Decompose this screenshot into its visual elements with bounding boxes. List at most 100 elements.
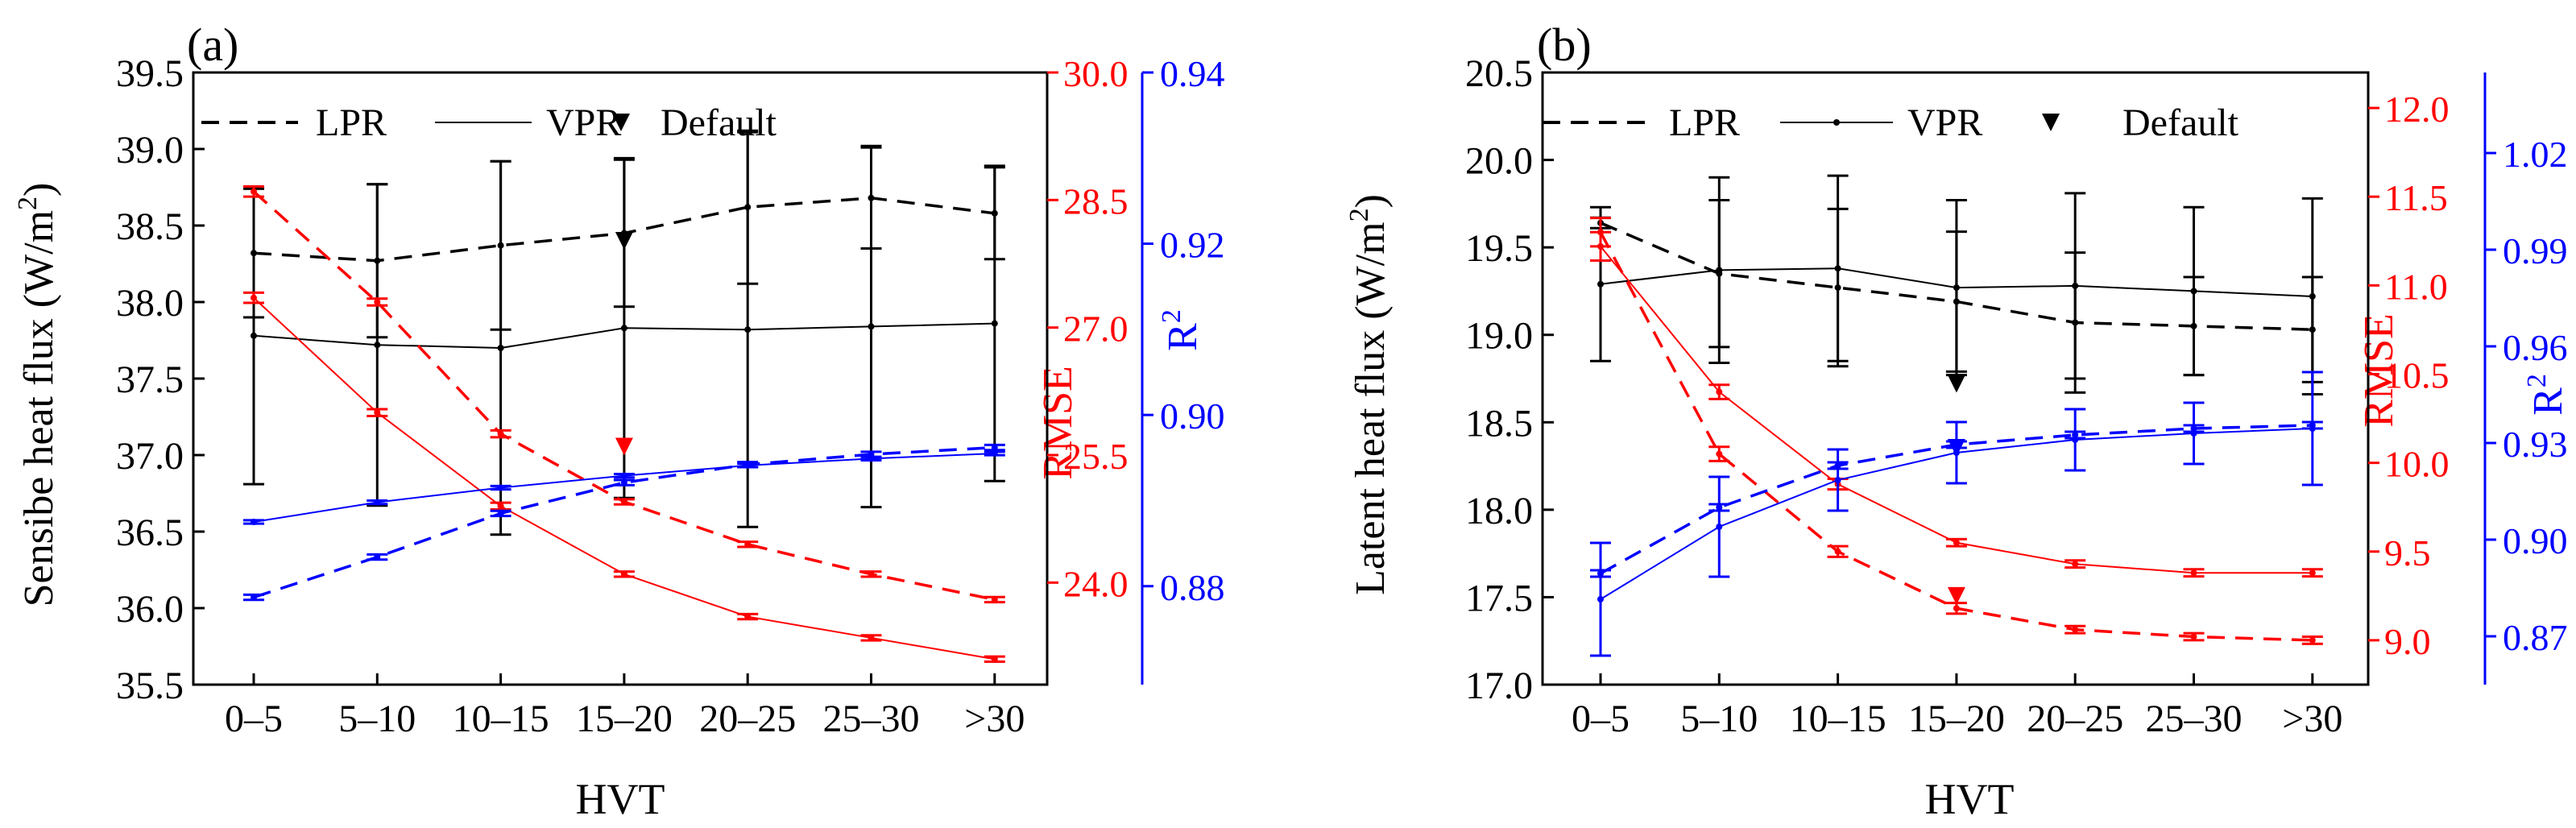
rmse-tick-label: 11.0 (2384, 266, 2448, 307)
x-tick-label: 0–5 (225, 698, 283, 740)
rmse-tick-label: 11.5 (2384, 177, 2448, 218)
flux-lpr-point (1834, 284, 1841, 292)
rmse-vpr-point (497, 503, 504, 510)
rmse-lpr-point (497, 430, 504, 437)
r2-default-marker (1947, 439, 1965, 457)
rmse-tick-label: 10.0 (2384, 444, 2450, 485)
rmse-lpr-point (744, 540, 752, 548)
r2-tick-label: 0.96 (2503, 327, 2568, 368)
panel-label: (a) (187, 19, 238, 71)
r2-axis-title: R2 (2522, 374, 2571, 416)
x-axis-title: HVT (1925, 775, 2015, 823)
r2-lpr-point (991, 444, 998, 451)
flux-lpr-point (2309, 326, 2316, 333)
rmse-tick-label: 10.5 (2384, 354, 2450, 395)
flux-vpr-point (1597, 280, 1604, 288)
y-axis-title: Sensibe heat flux (W/m2) (13, 183, 62, 607)
legend-default-label: Default (2123, 101, 2239, 144)
y-tick-label: 35.5 (116, 664, 184, 707)
legend-lpr-label: LPR (316, 101, 387, 144)
rmse-lpr-point (2309, 636, 2316, 644)
rmse-vpr-point (1953, 539, 1960, 546)
r2-lpr-point (620, 479, 627, 486)
legend-default-marker (2042, 114, 2060, 131)
rmse-vpr-point (2072, 561, 2079, 568)
rmse-lpr-point (1953, 605, 1960, 612)
flux-lpr-point (991, 209, 998, 217)
flux-lpr-point (251, 250, 257, 257)
y-tick-label: 38.5 (116, 205, 184, 248)
r2-vpr-point (1716, 524, 1723, 530)
flux-vpr-point (251, 332, 257, 339)
plot-area: 17.0 17.5 18.0 18.5 19.0 19.5 20.0 20.5 0–5 5–10 1… (1465, 52, 2568, 740)
rmse-tick-label: 24.0 (1063, 563, 1129, 604)
x-tick-label: 20–25 (699, 698, 796, 740)
rmse-tick-label: 9.0 (2384, 621, 2431, 662)
x-tick-label: 5–10 (338, 698, 416, 740)
rmse-axis-title: RMSE (2356, 313, 2402, 428)
rmse-axis-title: RMSE (1035, 366, 1081, 480)
y-tick-label: 17.5 (1465, 577, 1533, 619)
r2-vpr-point (620, 472, 627, 479)
panel-a: (a) Sensibe heat flux (W/m2) HVT RMSE R2… (13, 19, 1225, 823)
rmse-tick-label: 12.0 (2384, 89, 2450, 130)
y-axis-title: Latent heat flux (W/m2) (1344, 194, 1394, 595)
rmse-tick-label: 28.5 (1063, 180, 1129, 221)
rmse-lpr-point (1716, 450, 1723, 457)
r2-vpr-point (497, 484, 504, 491)
x-tick-label: 10–15 (1790, 698, 1886, 740)
r2-tick-label: 1.02 (2503, 134, 2568, 175)
rmse-lpr-point (2072, 626, 2079, 633)
x-tick-label: 10–15 (453, 698, 549, 740)
flux-lpr-point (744, 204, 752, 211)
y-tick-label: 19.5 (1465, 227, 1533, 270)
x-tick-label: 20–25 (2027, 698, 2123, 740)
r2-lpr-point (2072, 432, 2079, 438)
x-tick-label: 0–5 (1572, 698, 1630, 740)
rmse-lpr-point (1597, 229, 1604, 236)
x-tick-label: 15–20 (1908, 698, 2005, 740)
r2-axis-title: R2 (1157, 309, 1206, 351)
r2-tick-label: 0.99 (2503, 230, 2568, 271)
r2-vpr-point (1597, 596, 1604, 602)
rmse-lpr-point (251, 188, 257, 195)
r2-lpr-point (1716, 504, 1723, 511)
x-tick-label: 25–30 (2146, 698, 2243, 740)
r2-lpr-point (374, 553, 381, 561)
r2-tick-label: 0.90 (2503, 520, 2568, 561)
r2-lpr-point (251, 594, 257, 601)
r2-tick-label: 0.87 (2503, 617, 2568, 658)
r2-tick-label: 0.88 (1160, 567, 1225, 608)
x-tick-label: 5–10 (1680, 698, 1758, 740)
flux-lpr-point (2190, 322, 2197, 329)
r2-tick-label: 0.90 (1160, 395, 1225, 437)
r2-lpr-point (1834, 462, 1841, 469)
flux-vpr-point (497, 345, 504, 351)
y-tick-label: 36.0 (116, 588, 184, 631)
rmse-vpr-point (744, 613, 752, 620)
y-tick-label: 18.0 (1465, 490, 1533, 532)
r2-vpr-point (374, 499, 381, 506)
rmse-lpr-point (1834, 548, 1841, 555)
y-tick-label: 39.5 (116, 52, 184, 95)
r2-tick-label: 0.93 (2503, 424, 2568, 465)
r2-vpr-point (1834, 477, 1841, 483)
rmse-default-marker (615, 437, 633, 456)
flux-lpr-point (1953, 298, 1960, 305)
y-tick-label: 20.5 (1465, 52, 1533, 95)
r2-vpr-point (991, 450, 998, 457)
flux-vpr-point (744, 326, 752, 333)
legend: LPR VPR Default (201, 101, 777, 144)
rmse-tick-label: 9.5 (2384, 532, 2431, 573)
rmse-vpr-point (991, 656, 998, 663)
r2-lpr-point (868, 451, 875, 458)
rmse-lpr-point (374, 299, 381, 305)
flux-lpr-point (2072, 319, 2079, 326)
flux-vpr-point (620, 325, 627, 332)
y-tick-label: 37.5 (116, 358, 184, 401)
y-tick-label: 20.0 (1465, 140, 1533, 183)
rmse-vpr-point (1716, 388, 1723, 395)
legend-vpr-marker (1833, 119, 1840, 126)
r2-lpr-point (2309, 422, 2316, 428)
panel-label: (b) (1537, 19, 1592, 71)
